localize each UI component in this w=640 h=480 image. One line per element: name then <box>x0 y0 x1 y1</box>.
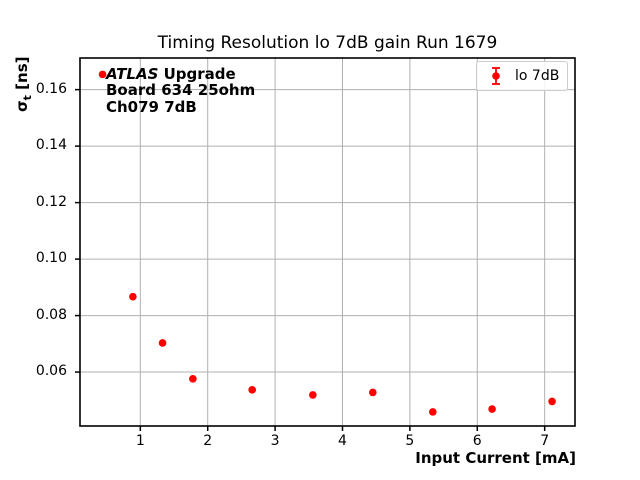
data-point <box>369 388 377 397</box>
annotation: ATLAS Upgrade Board 634 25ohm Ch079 7dB <box>106 66 255 115</box>
legend: lo 7dB <box>476 61 568 91</box>
x-tick-label: 4 <box>338 433 347 449</box>
legend-label: lo 7dB <box>515 68 560 84</box>
y-tick-label: 0.16 <box>35 80 67 97</box>
annotation-experiment: ATLAS <box>106 65 159 83</box>
y-tick-label: 0.06 <box>35 363 67 380</box>
x-tick-label: 7 <box>540 433 550 449</box>
x-tick-label: 3 <box>270 433 280 449</box>
y-tick-label: 0.10 <box>35 250 67 267</box>
annotation-line2: Board 634 25ohm <box>106 81 256 100</box>
errorbar-marker-icon <box>492 67 500 85</box>
x-tick-label: 6 <box>472 433 482 449</box>
y-tick-label: 0.12 <box>35 193 67 210</box>
data-point <box>548 397 556 406</box>
plot-frame <box>79 57 576 427</box>
y-tick-label: 0.14 <box>35 137 67 154</box>
annotation-line1: ATLAS Upgrade <box>106 66 255 82</box>
annotation-line3: Ch079 7dB <box>106 97 197 116</box>
data-point <box>189 375 197 383</box>
data-point <box>98 70 107 79</box>
data-point <box>129 292 137 301</box>
y-tick-label: 0.08 <box>35 306 67 323</box>
x-tick-label: 1 <box>135 433 145 449</box>
data-point <box>429 408 437 416</box>
data-point <box>158 339 167 347</box>
x-axis-label: Input Current [mA] <box>415 449 576 467</box>
data-point <box>488 405 496 413</box>
chart-title: Timing Resolution lo 7dB gain Run 1679 <box>157 33 498 53</box>
x-tick-label: 5 <box>405 433 415 449</box>
annotation-line1-rest: Upgrade <box>163 65 236 83</box>
data-point <box>248 386 256 394</box>
x-tick-label: 2 <box>203 433 213 449</box>
data-point <box>309 391 317 399</box>
